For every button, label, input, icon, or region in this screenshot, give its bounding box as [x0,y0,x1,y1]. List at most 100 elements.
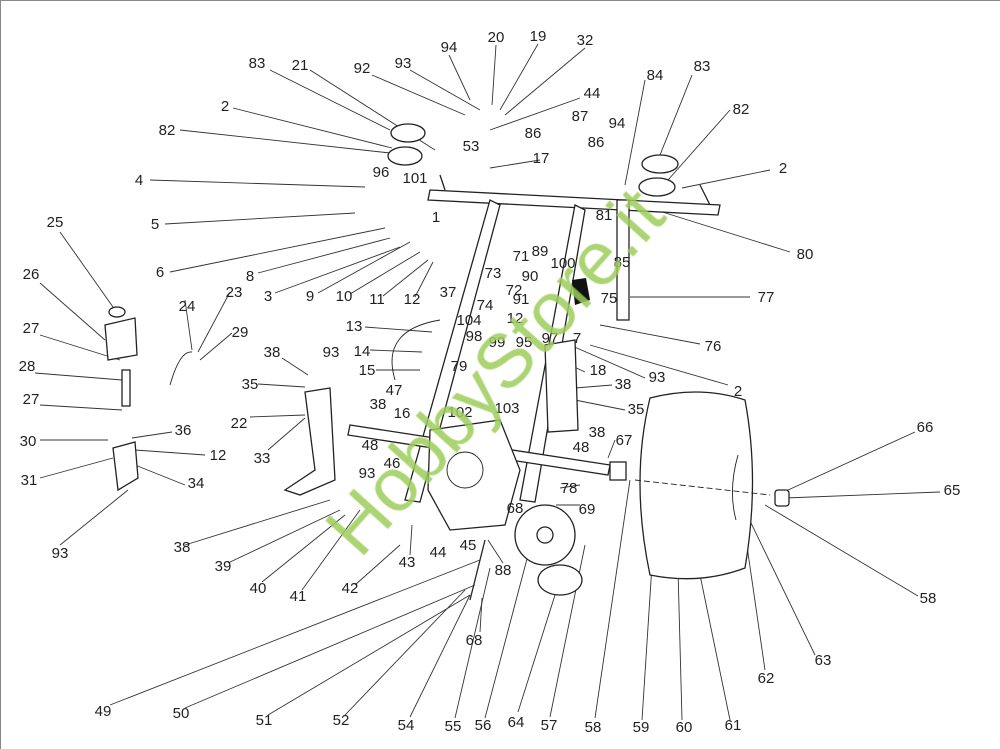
part-number-label: 12 [507,310,524,327]
part-number-label: 3 [264,288,272,305]
leader-line [184,584,476,709]
leader-line [599,324,701,345]
part-number-label: 13 [346,318,363,335]
part-number-label: 14 [354,343,371,360]
part-number-label: 2 [221,98,229,115]
part-number-label: 81 [596,207,613,224]
part-number-label: 10 [336,288,353,305]
wheel-tire [639,391,754,580]
part-number-label: 83 [694,58,711,75]
leader-line [232,107,393,149]
leader-line [39,282,106,341]
part-number-label: 44 [584,85,601,102]
leader-line [784,491,941,499]
part-number-label: 27 [23,391,40,408]
leader-line [681,169,771,189]
part-number-label: 82 [733,101,750,118]
part-number-label: 51 [256,712,273,729]
leader-line [274,246,401,294]
part-number-label: 24 [179,298,196,315]
part-number-label: 40 [250,580,267,597]
part-number-label: 66 [917,419,934,436]
part-number-label: 99 [489,334,506,351]
part-number-label: 47 [386,382,403,399]
part-number-label: 104 [456,312,481,329]
leader-line [269,69,391,131]
leader-line [448,54,471,101]
part-number-label: 60 [676,719,693,736]
part-number-label: 32 [577,32,594,49]
part-number-label: 41 [290,588,307,605]
leader-line [607,439,616,459]
part-number-label: 77 [758,289,775,306]
part-number-label: 67 [616,432,633,449]
leader-line [149,179,366,188]
fuel-cap [108,306,126,318]
part-number-label: 101 [402,170,427,187]
leader-line [364,326,433,333]
part-number-label: 82 [159,122,176,139]
part-number-label: 28 [19,358,36,375]
part-number-label: 93 [52,545,69,562]
fan-hub [536,526,554,544]
leader-line [131,431,173,439]
right-bracket [544,339,579,433]
leader-line [491,44,497,106]
part-number-label: 2 [779,160,787,177]
leader-line [371,74,466,116]
part-number-label: 12 [210,447,227,464]
leader-line [267,594,471,716]
part-number-label: 88 [495,562,512,579]
fuel-filter [121,369,131,407]
part-number-label: 68 [507,500,524,517]
part-number-label: 76 [705,338,722,355]
leader-line [369,349,423,353]
part-number-label: 89 [532,243,549,260]
part-number-label: 52 [333,712,350,729]
leader-line [479,597,483,633]
leader-line [59,231,114,308]
leader-line [39,404,123,411]
part-number-label: 63 [815,652,832,669]
part-number-label: 15 [359,362,376,379]
leader-line [641,564,653,721]
leader-line [764,504,919,597]
part-number-label: 36 [175,422,192,439]
part-number-label: 84 [647,67,664,84]
part-number-label: 74 [477,297,494,314]
leader-line [179,129,391,154]
part-number-label: 35 [242,376,259,393]
part-number-label: 34 [188,475,205,492]
right-grip [638,177,676,197]
leader-line [354,544,401,586]
part-number-label: 39 [215,558,232,575]
part-number-label: 86 [588,134,605,151]
wheel-cap [774,489,790,507]
leader-line [257,383,306,388]
cable [391,319,441,381]
leader-line [484,554,529,719]
part-number-label: 26 [23,266,40,283]
part-number-label: 25 [47,214,64,231]
part-number-label: 45 [460,537,477,554]
part-number-label: 4 [135,172,143,189]
part-number-label: 27 [23,320,40,337]
part-number-label: 38 [264,344,281,361]
parts-drawing [104,123,790,601]
leader-line [134,464,186,486]
leader-line [199,332,233,361]
part-number-label: 22 [231,415,248,432]
part-number-label: 93 [649,369,666,386]
leader-line [301,509,361,591]
leader-line [409,69,481,111]
part-number-label: 44 [430,544,447,561]
part-number-label: 19 [530,28,547,45]
fuel-tank [104,317,138,361]
part-number-label: 18 [590,362,607,379]
part-number-label: 20 [488,29,505,46]
part-number-label: 50 [173,705,190,722]
leader-line [257,237,391,274]
leader-line [487,539,504,564]
